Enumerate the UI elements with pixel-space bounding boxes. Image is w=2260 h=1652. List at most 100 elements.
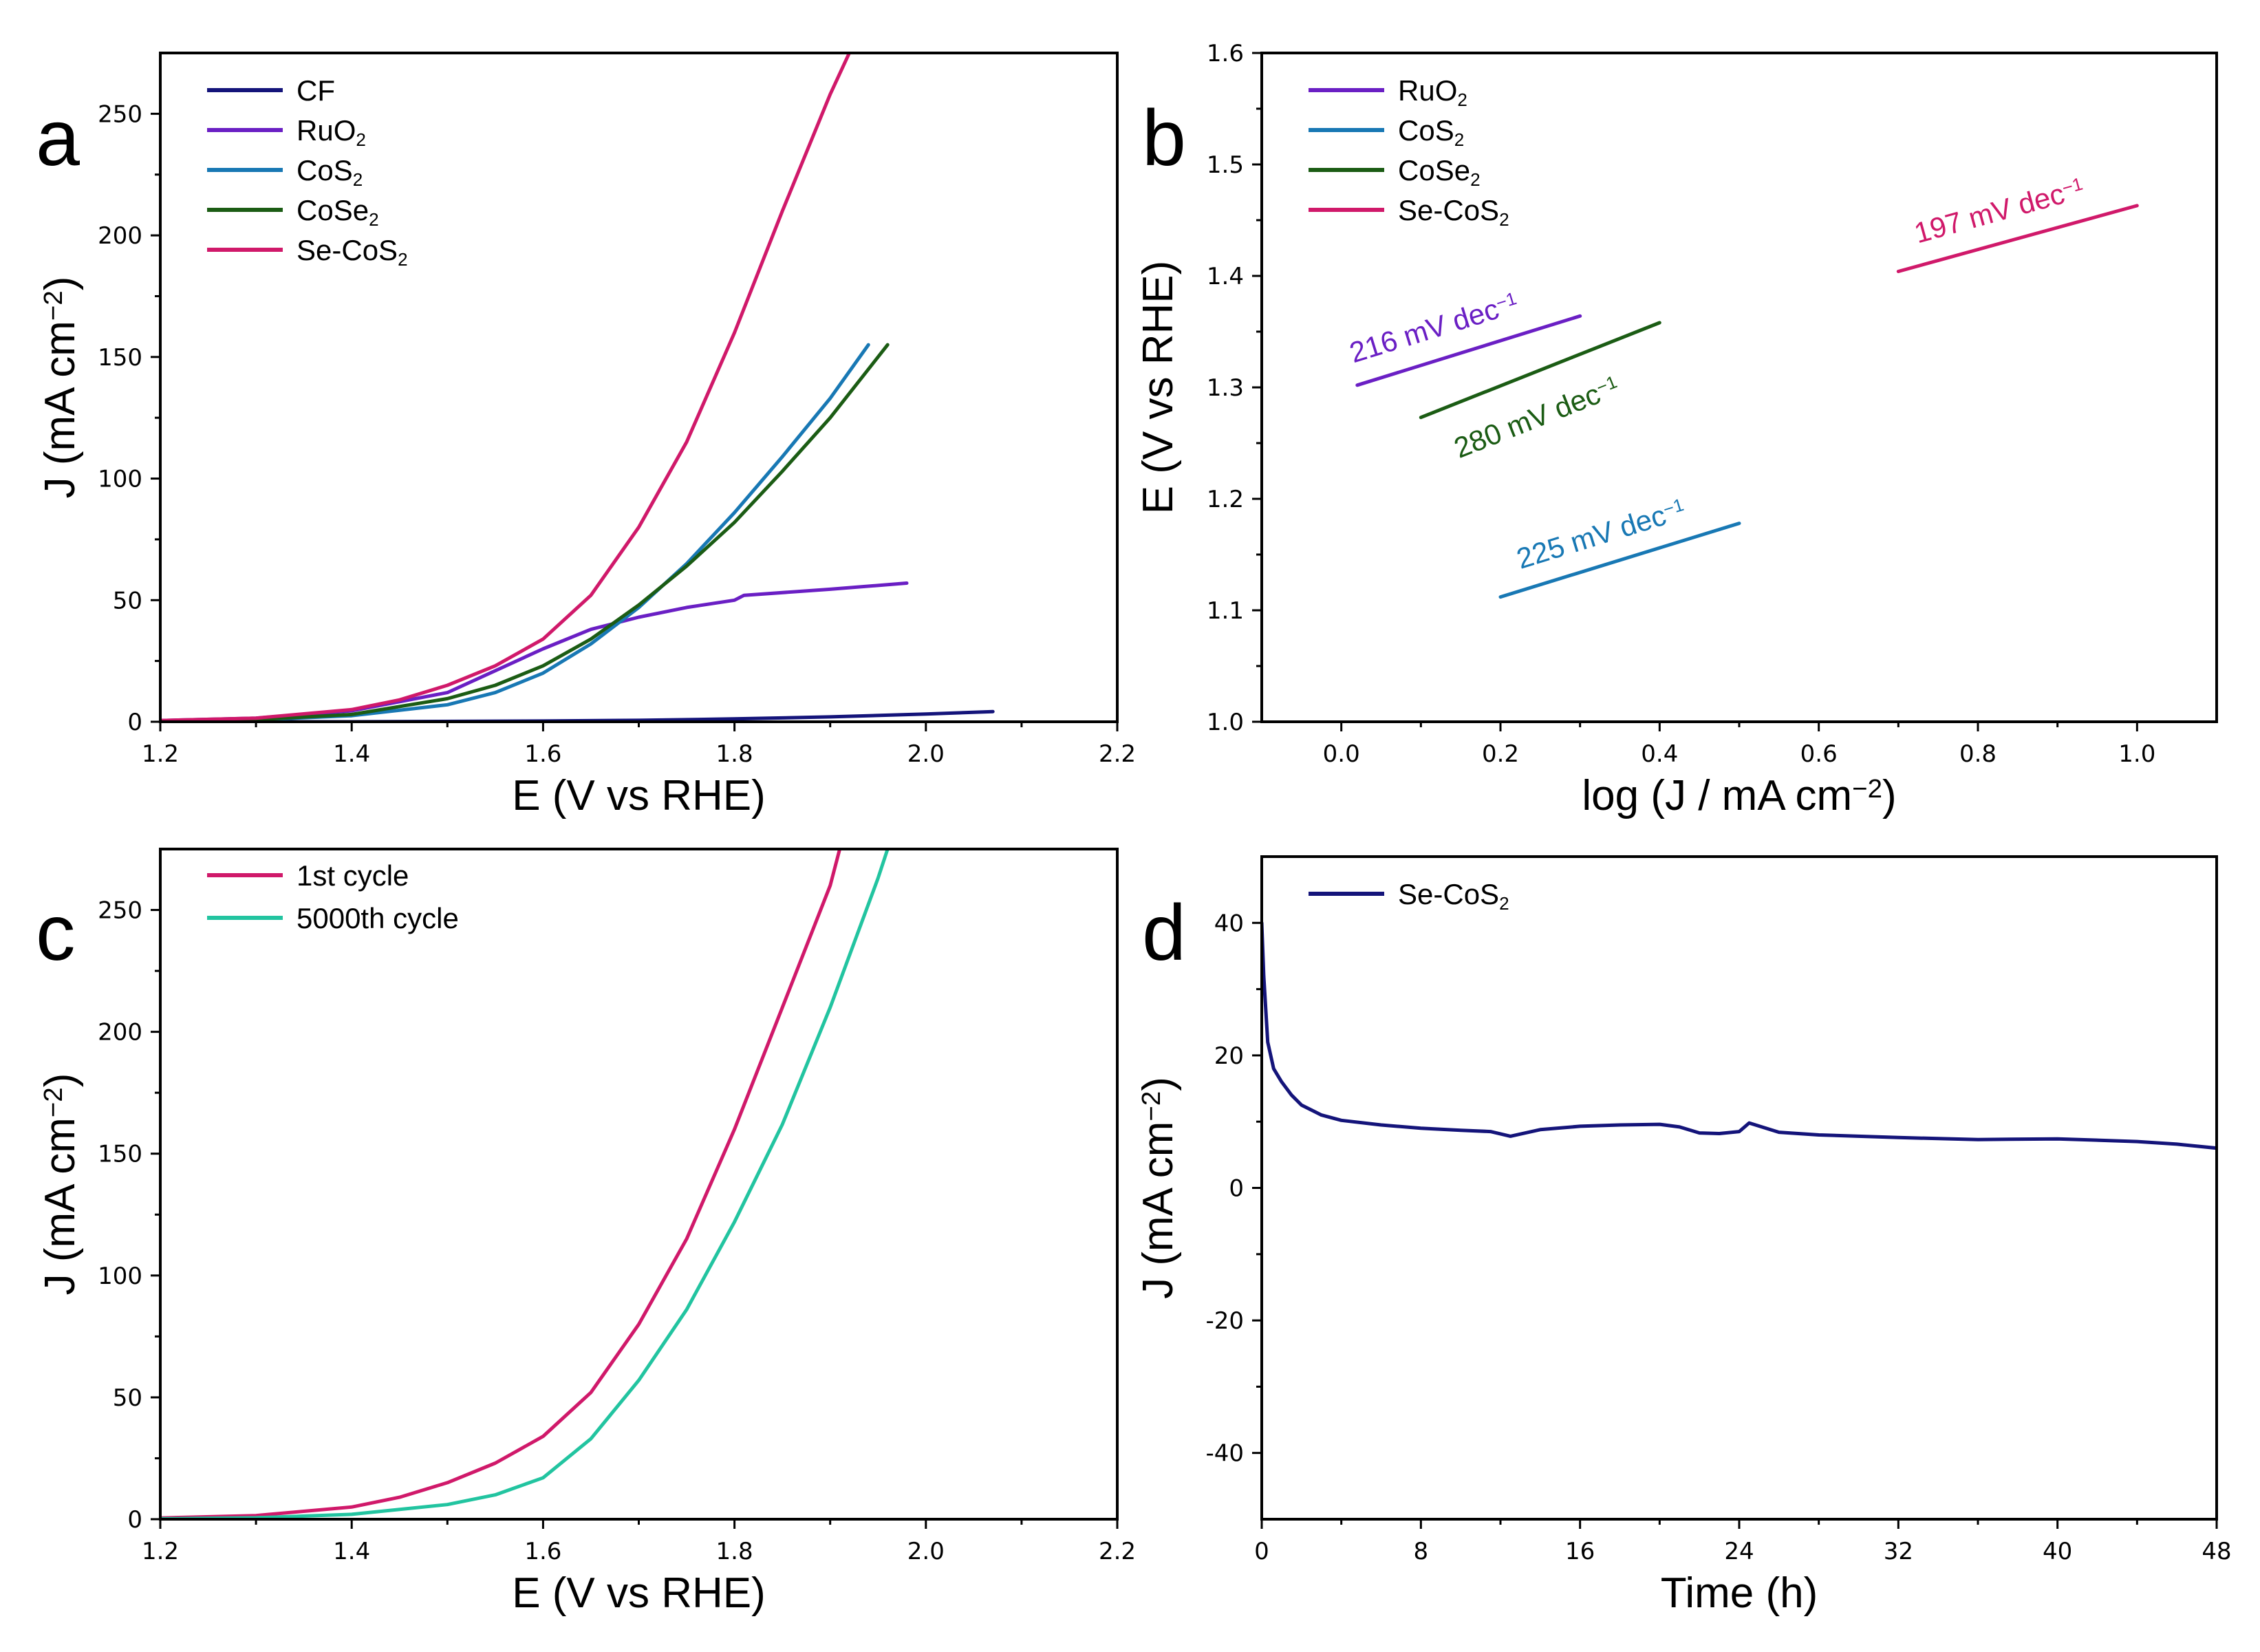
y-tick-label: 50 [113,587,142,614]
y-axis-title-part: ) [1134,1077,1182,1091]
series-line-ruo2 [160,581,909,722]
y-tick-label: 250 [98,897,142,925]
y-tick-label: -40 [1205,1440,1244,1468]
x-tick-label: 2.2 [1099,740,1136,768]
y-tick-label: 150 [98,344,142,372]
legend-label: CoS2 [1398,114,1464,150]
y-tick-label: 100 [98,466,142,493]
y-tick-label: 150 [98,1141,142,1168]
legend-label: 1st cycle [297,859,409,892]
legend-label-part: 2 [1499,209,1509,230]
x-tick-label: 1.4 [333,740,370,768]
y-axis-title-part: −2 [39,290,68,321]
y-axis-title-part: −2 [39,1087,68,1117]
x-axis-title: log (J / mA cm−2) [1582,772,1896,819]
y-axis-title-part: ) [36,1073,84,1088]
y-tick-label: 1.3 [1207,374,1244,402]
x-tick-label: 1.8 [716,740,753,768]
series-line-cose2 [160,343,890,722]
x-tick-label: 2.0 [907,1538,945,1565]
series-line-cos2 [1498,522,1741,599]
x-tick-label: 1.2 [142,740,179,768]
plot-frame [1260,52,2218,723]
legend-label-part: CoS [297,154,353,186]
x-tick-label: 0.6 [1800,740,1838,768]
panel-a: 1.2 1.4 1.6 1.8 2.0 2.2 0 50 100 150 200 250 E (V vs… [36,52,1136,819]
y-axis-title-part: J (mA cm [1134,1122,1182,1299]
x-tick-label: 1.6 [524,1538,561,1565]
x-tick-label: 24 [1724,1538,1754,1565]
x-tick-label: 0.0 [1323,740,1360,768]
x-tick-label: 8 [1414,1538,1429,1565]
legend-label-part: 2 [1454,129,1464,150]
y-tick-label: 20 [1214,1042,1244,1070]
x-tick-label: 2.2 [1099,1538,1136,1565]
x-tick-label: 0.2 [1482,740,1519,768]
legend-label-part: CoSe [297,194,369,226]
panel-letter: c [36,889,76,977]
panel-letter: b [1142,94,1186,182]
slope-annotation: 225 mV dec−1 [1513,493,1689,575]
panel-d: 0 8 16 24 32 40 48 -40 -20 0 20 40 Time (h) J (mA cm−… [1134,855,2232,1617]
y-tick-label: 40 [1214,910,1244,937]
legend-label-part: 5000th cycle [297,902,459,934]
y-tick-label: 200 [98,1019,142,1047]
y-axis-title-part: ) [36,277,84,291]
x-tick-label: 1.8 [716,1538,753,1565]
x-axis-title: Time (h) [1661,1569,1818,1617]
slope-annotation-part: 216 mV dec [1346,292,1503,369]
y-tick-label: -20 [1205,1307,1244,1335]
x-axis-title-part: ) [1882,772,1897,819]
legend-label: CoS2 [297,154,363,190]
panel-letter: d [1142,889,1186,977]
series-line-1st-cycle [160,849,842,1519]
legend-label-part: 2 [1470,169,1480,190]
legend-label-part: 2 [353,169,363,190]
x-tick-label: 16 [1565,1538,1595,1565]
x-axis-title: E (V vs RHE) [512,1569,766,1617]
y-tick-label: 0 [127,1506,142,1534]
x-tick-label: 1.6 [524,740,561,768]
legend-label-part: CoS [1398,114,1454,147]
slope-annotation-part: 280 mV dec [1450,378,1605,464]
legend-label-part: CF [297,74,335,107]
x-axis-title: E (V vs RHE) [512,772,766,819]
y-axis-title: J (mA cm−2) [1134,1077,1182,1299]
y-axis-title: J (mA cm−2) [36,1073,84,1296]
y-axis-title-part: J (mA cm [36,1117,84,1295]
plot-frame [1260,855,2218,1521]
plot-frame [159,52,1119,723]
legend-label-part: RuO [297,114,356,147]
legend-label-part: 1st cycle [297,859,409,892]
y-tick-label: 0 [1229,1175,1244,1203]
panel-b: 0.0 0.2 0.4 0.6 0.8 1.0 1.0 1.1 1.2 1.3 1.4 1.5 1.6 l… [1134,40,2218,819]
series-line-se-cos2 [160,53,851,722]
legend-label: RuO2 [297,114,366,150]
series-line-cos2 [160,343,870,722]
series-line-se-cos2 [1896,204,2139,273]
y-tick-label: 1.6 [1207,40,1244,67]
x-tick-label: 32 [1884,1538,1913,1565]
x-axis-title-part: log (J / mA cm [1582,772,1852,819]
slope-annotation: 280 mV dec−1 [1450,370,1624,464]
legend-label-part: Se-CoS [1398,878,1499,910]
panel-letter: a [36,94,80,182]
legend-label: Se-CoS2 [1398,878,1509,914]
y-axis-title-part: J (mA cm [36,321,84,498]
y-tick-label: 200 [98,222,142,250]
slope-annotation-part: 225 mV dec [1513,499,1670,575]
legend-label: CoSe2 [297,194,379,230]
x-tick-label: 1.2 [142,1538,179,1565]
x-tick-label: 1.4 [333,1538,370,1565]
series-line-ruo2 [1355,314,1582,387]
legend-label-part: 2 [398,249,407,270]
y-axis-title: E (V vs RHE) [1134,261,1182,515]
y-tick-label: 100 [98,1263,142,1290]
legend-label-part: Se-CoS [1398,194,1499,226]
legend-label-part: CoSe [1398,154,1470,186]
y-tick-label: 250 [98,100,142,128]
plot-frame [159,848,1119,1521]
slope-annotation: 197 mV dec−1 [1911,172,2087,250]
